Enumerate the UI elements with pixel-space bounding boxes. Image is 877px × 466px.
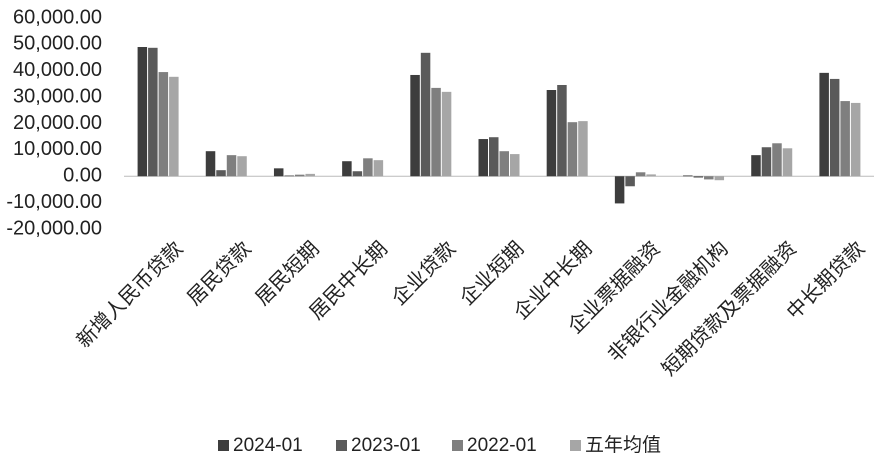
bar [635,172,646,177]
bar [614,176,625,204]
bar [420,52,431,177]
bar [441,91,452,177]
bar [840,101,850,177]
bar [546,90,557,177]
bar [761,147,772,177]
bar [704,176,714,180]
y-tick-label: 0.00 [63,165,102,187]
legend-swatch [570,440,581,451]
bar [683,175,693,177]
x-tick-label: 新增人民币贷款 [72,237,187,352]
x-tick-label: 短期贷款及票据融资 [657,237,801,381]
bar [567,122,578,177]
y-tick-label: 50,000.00 [13,33,102,55]
legend-swatch [452,440,463,451]
bar [478,139,488,177]
bar [578,121,588,177]
bar [829,78,840,177]
bar [625,176,635,187]
legend-label: 2022-01 [467,435,537,456]
legend-label: 2023-01 [351,435,421,456]
x-tick-label: 居民短期 [251,237,324,310]
bar [148,47,158,177]
y-tick-label: -10,000.00 [6,191,102,213]
legend-swatch [218,440,229,451]
bar [557,84,567,177]
bar [751,155,761,177]
bar [363,158,373,177]
bar [137,47,148,177]
bar [352,171,363,177]
bar [273,168,284,177]
bar [169,76,179,177]
legend-swatch [336,440,347,451]
bar [294,174,305,177]
bar [489,137,499,177]
bar [205,151,216,177]
bar [342,161,352,177]
bar [714,176,725,181]
bar [819,72,829,177]
bar [782,148,793,177]
legend-label: 五年均值 [585,434,661,456]
x-tick-label: 企业短期 [455,237,528,310]
bar [693,176,704,178]
bar [216,170,226,177]
y-tick-label: 60,000.00 [13,6,102,28]
y-tick-label: 30,000.00 [13,85,102,107]
bar [226,155,237,177]
bar [772,143,782,177]
bar [237,156,247,177]
bar [284,175,294,177]
y-tick-label: 10,000.00 [13,138,102,160]
bar [410,74,420,177]
bar [305,173,315,177]
y-tick-label: -20,000.00 [6,217,102,239]
bar [499,151,509,177]
bar [850,102,861,177]
bar [646,174,656,177]
bar [431,87,441,177]
x-tick-label: 居民贷款 [183,237,256,310]
bar [158,72,169,177]
legend-label: 2024-01 [233,435,303,456]
y-tick-label: 20,000.00 [13,112,102,134]
bar [373,160,384,177]
bar [510,154,520,177]
y-tick-label: 40,000.00 [13,59,102,81]
x-tick-label: 企业贷款 [387,237,460,310]
x-tick-label: 非银行业金融机构 [603,237,732,366]
